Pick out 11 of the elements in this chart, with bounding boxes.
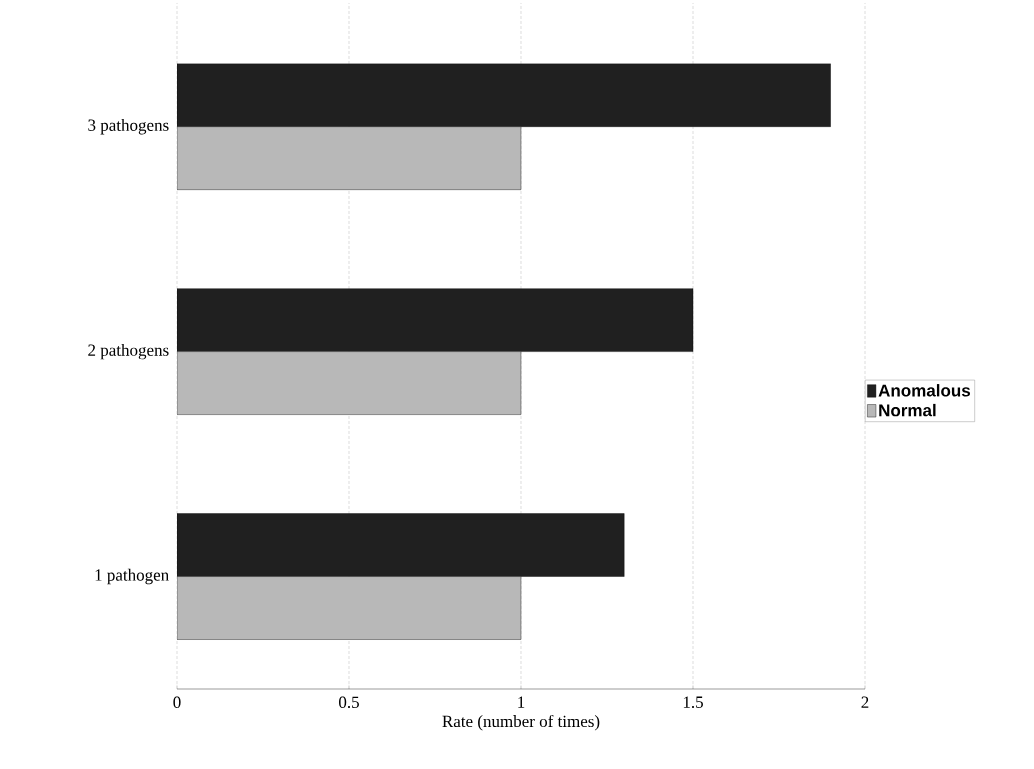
x-tick-label: 0 — [173, 696, 181, 709]
x-tick-label: 1.5 — [683, 696, 703, 708]
y-tick-label: 2 pathogens — [88, 343, 169, 360]
y-tick-label: 3 pathogens — [88, 118, 169, 135]
legend-label: Anomalous — [878, 384, 970, 397]
x-tick-label: 2 — [861, 696, 869, 708]
x-axis-title: Rate (number of times) — [442, 714, 600, 731]
x-tick-label: 1 — [518, 696, 525, 708]
y-tick-label: 1 pathogen — [95, 568, 169, 585]
legend-label: Normal — [879, 403, 936, 417]
x-tick-label: 0.5 — [339, 696, 359, 709]
